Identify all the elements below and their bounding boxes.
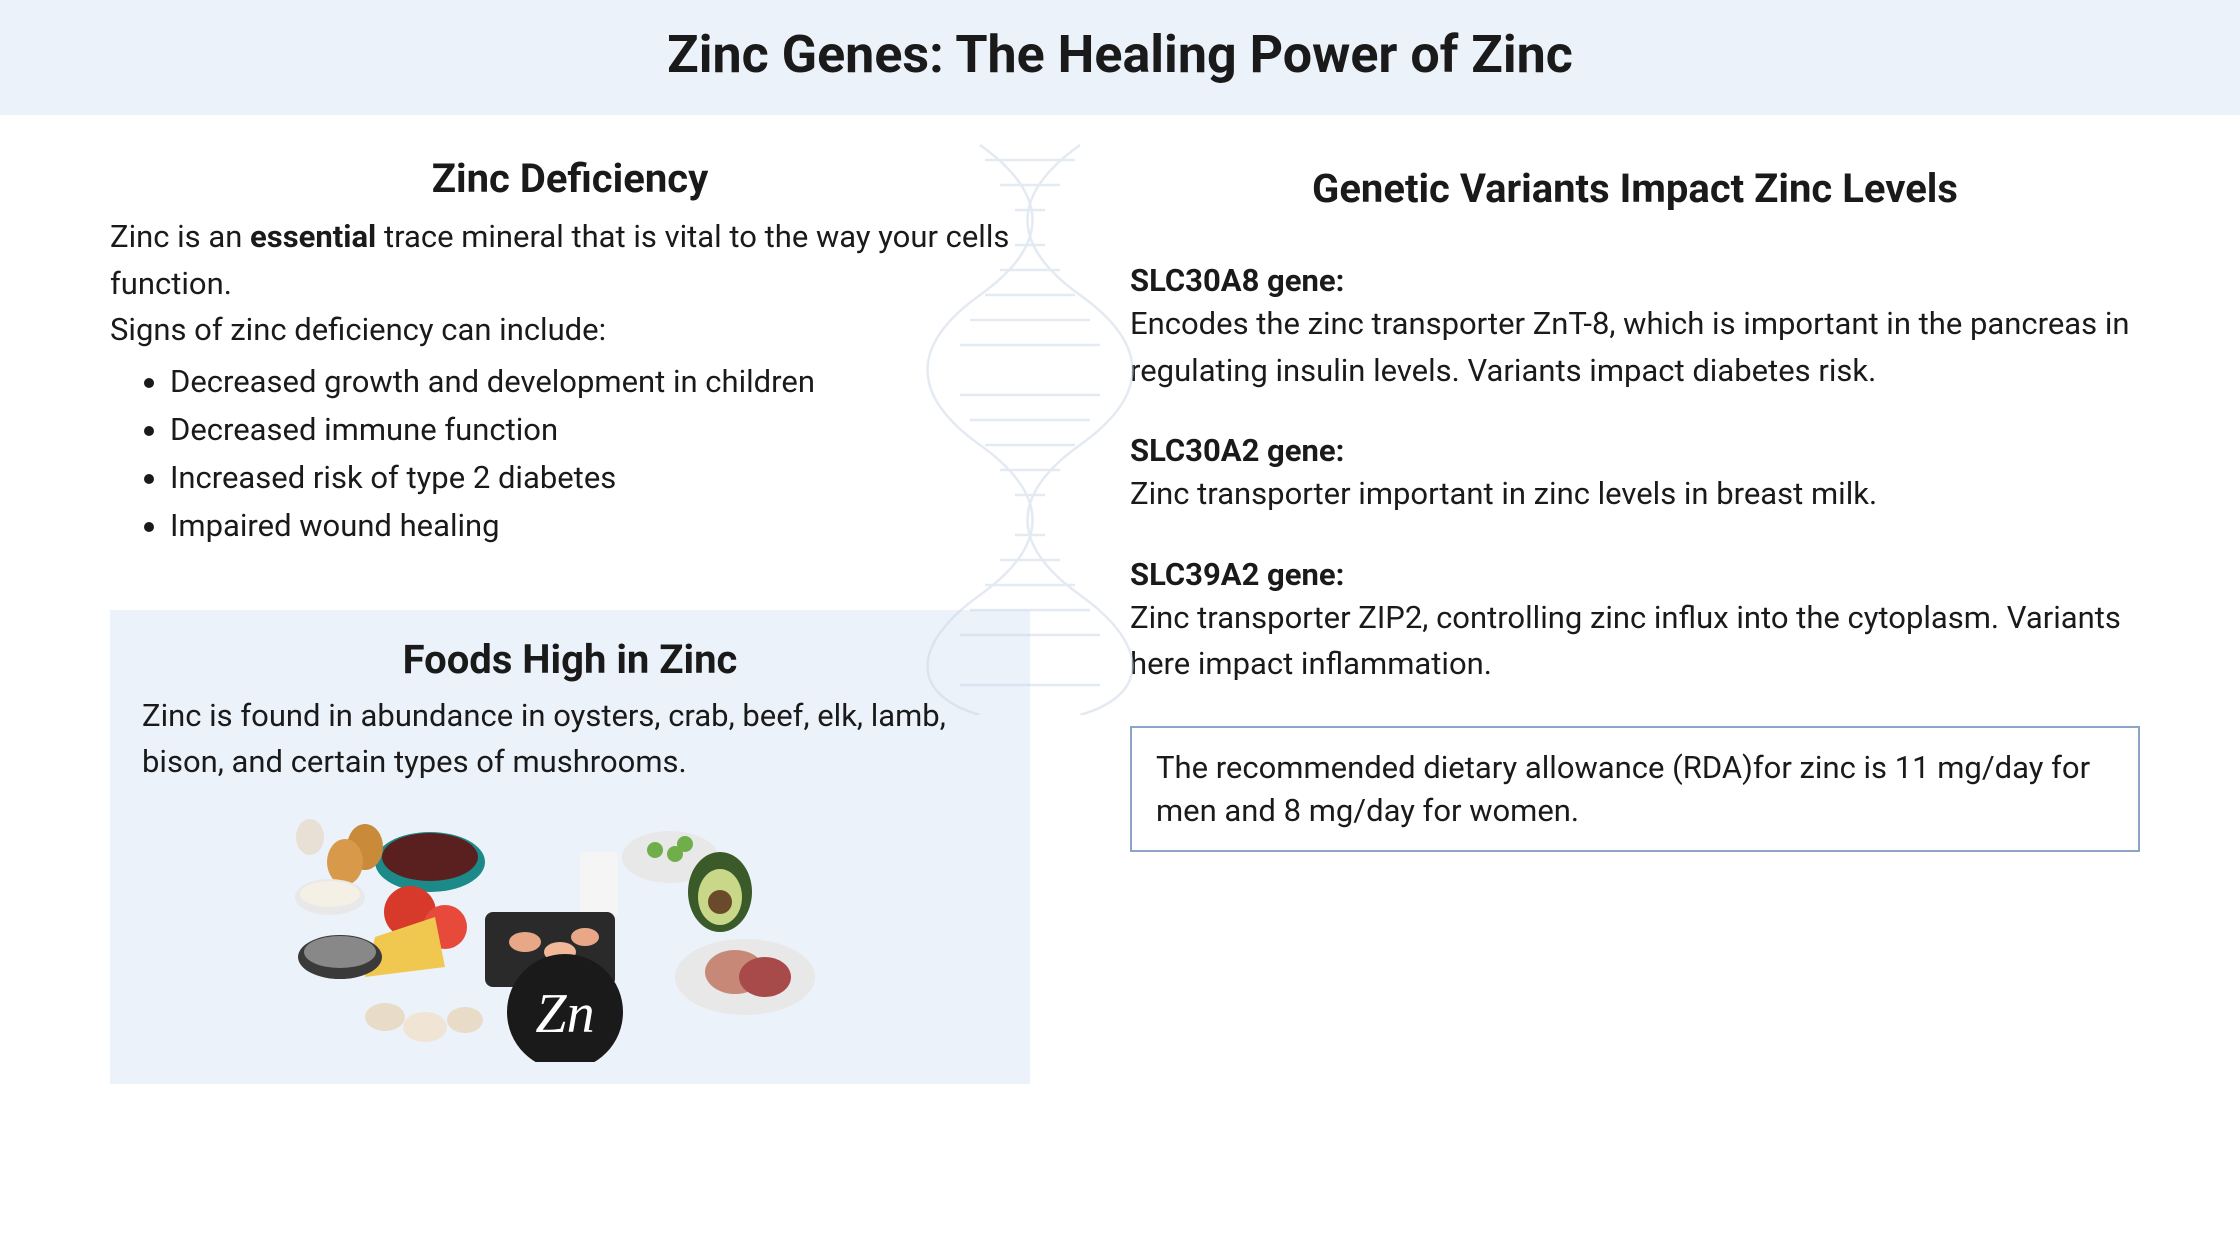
dna-helix-icon	[920, 135, 1140, 715]
right-column: Genetic Variants Impact Zinc Levels SLC3…	[1090, 155, 2140, 1084]
foods-text: Zinc is found in abundance in oysters, c…	[142, 693, 998, 786]
foods-title: Foods High in Zinc	[142, 636, 998, 683]
genetics-title: Genetic Variants Impact Zinc Levels	[1130, 165, 2140, 212]
foods-section: Foods High in Zinc Zinc is found in abun…	[110, 610, 1030, 1084]
sign-item: Decreased growth and development in chil…	[170, 358, 1030, 406]
deficiency-section: Zinc Deficiency Zinc is an essential tra…	[110, 155, 1030, 550]
deficiency-intro: Zinc is an essential trace mineral that …	[110, 214, 1030, 307]
intro-bold: essential	[250, 218, 376, 255]
deficiency-title: Zinc Deficiency	[110, 155, 1030, 202]
signs-list: Decreased growth and development in chil…	[110, 358, 1030, 550]
signs-label: Signs of zinc deficiency can include:	[110, 307, 1030, 354]
title-band: Zinc Genes: The Healing Power of Zinc	[0, 0, 2240, 115]
intro-pre: Zinc is an	[110, 218, 250, 255]
gene-desc: Encodes the zinc transporter ZnT-8, whic…	[1130, 301, 2140, 394]
page-title: Zinc Genes: The Healing Power of Zinc	[0, 24, 2240, 85]
sign-item: Increased risk of type 2 diabetes	[170, 454, 1030, 502]
sign-item: Impaired wound healing	[170, 502, 1030, 550]
sign-item: Decreased immune function	[170, 406, 1030, 454]
gene-name: SLC39A2 gene:	[1130, 556, 2140, 593]
foods-illustration-icon: Zn	[290, 802, 850, 1062]
content-area: Zinc Deficiency Zinc is an essential tra…	[0, 115, 2240, 1124]
foods-image: Zn	[142, 802, 998, 1066]
gene-name: SLC30A8 gene:	[1130, 262, 2140, 299]
zn-label: Zn	[535, 983, 594, 1045]
rda-box: The recommended dietary allowance (RDA)f…	[1130, 726, 2140, 853]
rda-text: The recommended dietary allowance (RDA)f…	[1156, 746, 2114, 833]
gene-desc: Zinc transporter ZIP2, controlling zinc …	[1130, 595, 2140, 688]
left-column: Zinc Deficiency Zinc is an essential tra…	[110, 155, 1030, 1084]
gene-desc: Zinc transporter important in zinc level…	[1130, 471, 2140, 518]
gene-block: SLC30A2 gene: Zinc transporter important…	[1130, 432, 2140, 518]
gene-block: SLC39A2 gene: Zinc transporter ZIP2, con…	[1130, 556, 2140, 688]
gene-name: SLC30A2 gene:	[1130, 432, 2140, 469]
gene-block: SLC30A8 gene: Encodes the zinc transport…	[1130, 262, 2140, 394]
